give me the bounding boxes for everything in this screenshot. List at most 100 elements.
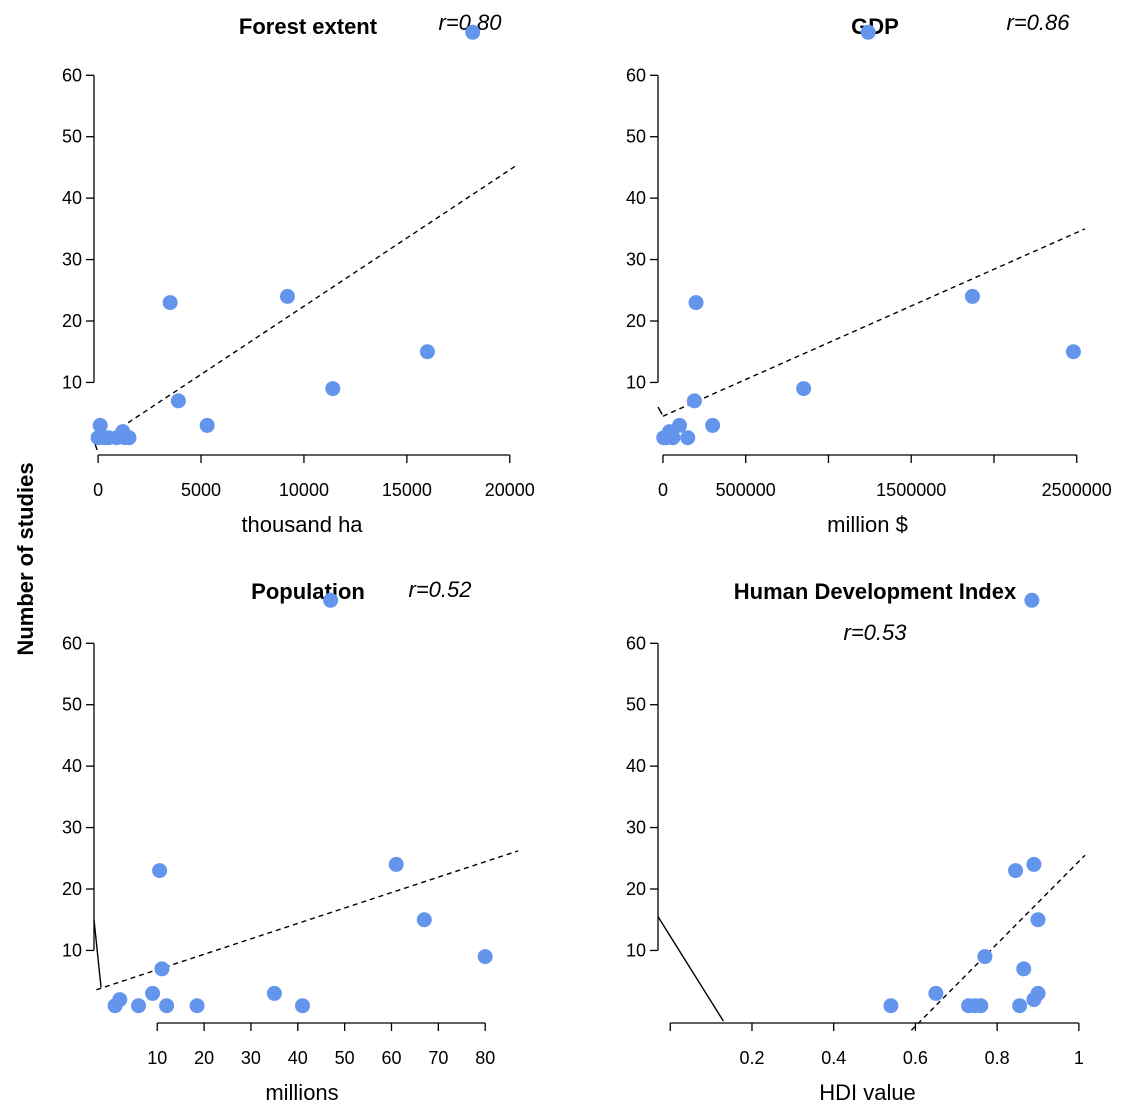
x-tick-label: 20 — [194, 1048, 214, 1068]
y-tick-label: 20 — [626, 311, 646, 331]
x-tick-label: 5000 — [181, 480, 221, 500]
data-point — [973, 998, 989, 1014]
y-tick-label: 30 — [62, 818, 82, 838]
fit-segment — [657, 406, 663, 415]
y-tick-label: 30 — [626, 818, 646, 838]
y-axis-label: Number of studies — [13, 462, 38, 655]
x-tick-label: 60 — [381, 1048, 401, 1068]
y-tick-label: 10 — [62, 940, 82, 960]
y-tick-label: 40 — [626, 188, 646, 208]
data-point — [672, 417, 688, 433]
x-tick-label: 1 — [1074, 1048, 1084, 1068]
panel-4: Human Development Index r=0.53 10 20 30 40 50 6… — [626, 579, 1086, 1104]
data-point — [705, 417, 721, 433]
x-tick-label: 0.6 — [903, 1048, 928, 1068]
x-axis-label: thousand ha — [241, 512, 363, 537]
data-point — [1008, 863, 1024, 879]
x-tick-label: 1500000 — [876, 480, 946, 500]
x-axis-label: million $ — [827, 512, 908, 537]
x-tick-label: 0.4 — [821, 1048, 846, 1068]
trend-line — [97, 163, 519, 444]
data-point — [199, 417, 215, 433]
fit-segment — [657, 916, 724, 1022]
data-point — [92, 417, 108, 433]
data-point — [1030, 912, 1046, 928]
x-tick-label: 15000 — [382, 480, 432, 500]
y-tick-label: 40 — [62, 188, 82, 208]
data-point — [680, 430, 696, 446]
y-tick-label: 60 — [626, 633, 646, 653]
y-tick-label: 20 — [626, 879, 646, 899]
data-point — [928, 985, 944, 1001]
x-axis-label: HDI value — [819, 1080, 916, 1104]
correlation-label: r=0.53 — [844, 620, 908, 645]
y-tick-label: 30 — [626, 250, 646, 270]
data-point — [1024, 592, 1040, 608]
correlation-label: r=0.52 — [409, 577, 472, 602]
x-tick-label: 2500000 — [1042, 480, 1112, 500]
y-tick-label: 10 — [626, 372, 646, 392]
data-point — [325, 381, 341, 397]
x-tick-label: 30 — [241, 1048, 261, 1068]
data-point — [964, 288, 980, 304]
y-tick-label: 30 — [62, 250, 82, 270]
y-tick-label: 50 — [626, 127, 646, 147]
data-point — [121, 430, 137, 446]
x-tick-label: 70 — [428, 1048, 448, 1068]
data-point — [189, 998, 205, 1014]
data-point — [162, 295, 178, 311]
panel-3: Population r=0.52 10 20 30 40 50 60 10 20 30 40 50 60… — [62, 577, 519, 1104]
y-tick-label: 60 — [62, 633, 82, 653]
x-tick-label: 10000 — [279, 480, 329, 500]
data-point — [419, 344, 435, 360]
data-point — [686, 393, 702, 409]
data-point — [1012, 998, 1028, 1014]
panel-title: Forest extent — [239, 14, 378, 39]
data-point — [266, 985, 282, 1001]
y-tick-label: 10 — [62, 372, 82, 392]
y-tick-label: 40 — [62, 756, 82, 776]
x-tick-label: 10 — [147, 1048, 167, 1068]
x-tick-label: 0 — [658, 480, 668, 500]
data-point — [154, 961, 170, 977]
data-point — [152, 863, 168, 879]
data-point — [860, 24, 876, 40]
x-tick-label: 0.2 — [739, 1048, 764, 1068]
data-point — [279, 288, 295, 304]
y-tick-label: 50 — [62, 127, 82, 147]
trend-line — [910, 854, 1086, 1031]
data-point — [1026, 856, 1042, 872]
fit-segment — [93, 919, 102, 988]
data-point — [977, 949, 993, 965]
data-point — [145, 985, 161, 1001]
panel-title: Human Development Index — [734, 579, 1017, 604]
data-point — [688, 295, 704, 311]
data-point — [416, 912, 432, 928]
y-tick-label: 40 — [626, 756, 646, 776]
x-tick-label: 40 — [288, 1048, 308, 1068]
data-point — [1065, 344, 1081, 360]
y-tick-label: 50 — [62, 695, 82, 715]
data-point — [131, 998, 147, 1014]
data-point — [388, 856, 404, 872]
data-point — [170, 393, 186, 409]
x-tick-label: 80 — [475, 1048, 495, 1068]
y-tick-label: 10 — [626, 940, 646, 960]
data-point — [796, 381, 812, 397]
x-axis-label: millions — [265, 1080, 338, 1104]
x-tick-label: 0.8 — [985, 1048, 1010, 1068]
data-point — [323, 592, 339, 608]
data-point — [477, 949, 493, 965]
data-point — [112, 992, 128, 1008]
y-tick-label: 60 — [626, 65, 646, 85]
data-point — [1016, 961, 1032, 977]
x-tick-label: 500000 — [716, 480, 776, 500]
correlation-label: r=0.86 — [1007, 10, 1071, 35]
data-point — [665, 430, 681, 446]
data-point — [883, 998, 899, 1014]
trend-line — [662, 228, 1086, 417]
x-tick-label: 50 — [335, 1048, 355, 1068]
